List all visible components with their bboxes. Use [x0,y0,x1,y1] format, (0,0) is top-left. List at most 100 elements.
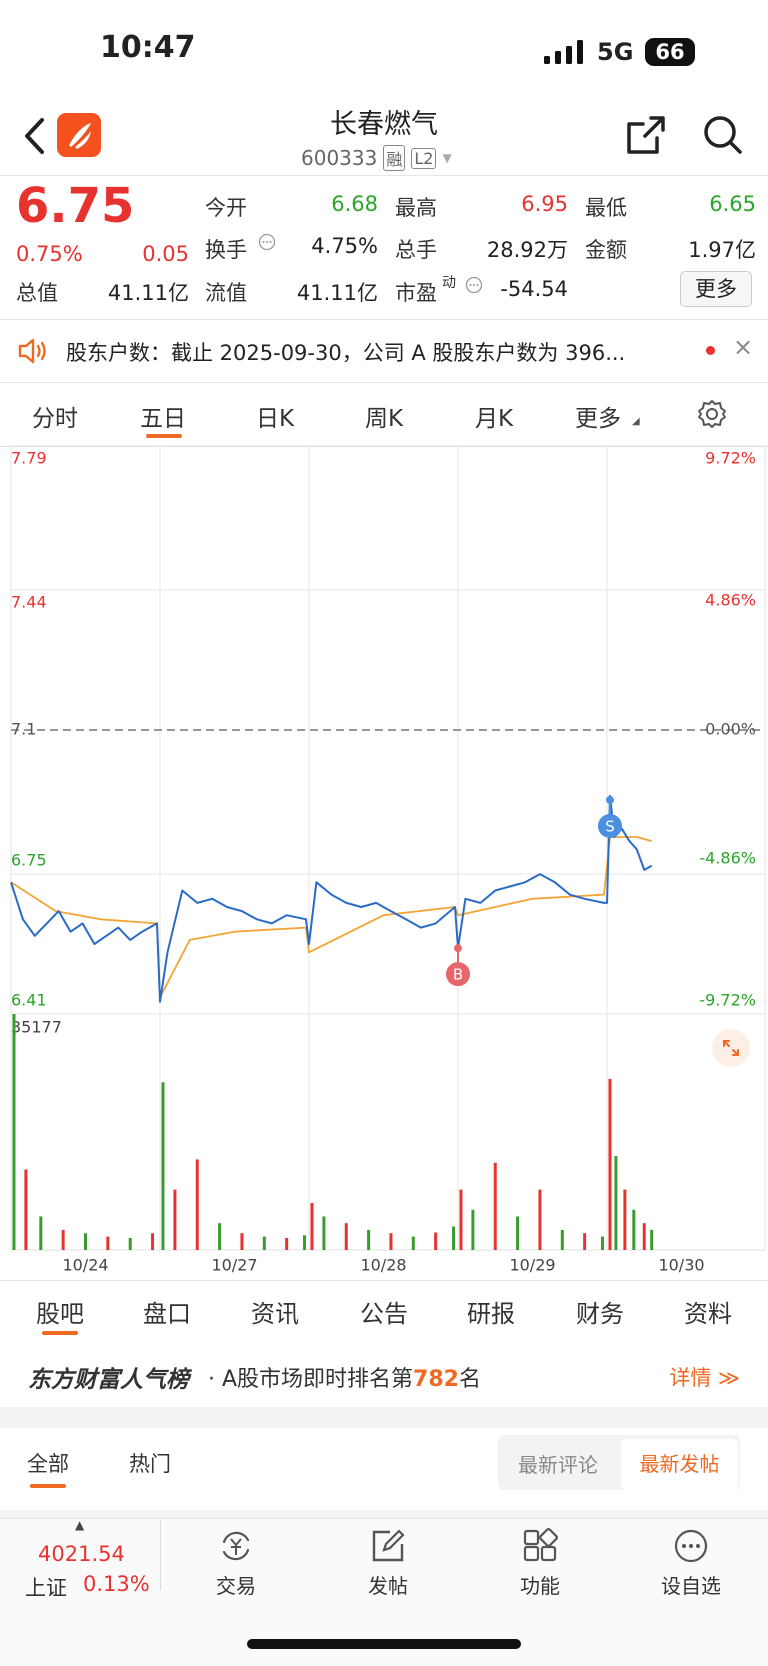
y2-tick-label: 0.00% [705,720,756,739]
spacer [0,1407,768,1428]
chart-tab[interactable]: 月K [474,406,514,432]
volume-bar [642,1223,646,1250]
divider [0,446,768,447]
watchlist-icon[interactable] [673,1528,709,1564]
stat-value: -54.54 [500,277,568,301]
x-tick-label: 10/27 [211,1256,257,1275]
status-time: 10:47 [100,30,196,65]
index-value[interactable]: 4021.54 [38,1542,125,1566]
y-tick-label: 7.79 [11,449,47,468]
nav-label[interactable]: 交易 [216,1574,256,1598]
sort-option[interactable]: 最新评论 [518,1453,598,1477]
volume-bar [106,1236,110,1250]
details-link[interactable]: 详情 ≫ [669,1366,740,1390]
volume-bar [303,1235,307,1250]
x-tick-label: 10/30 [658,1256,704,1275]
chart-tab[interactable]: 周K [364,406,404,432]
index-name[interactable]: 上证 [25,1576,67,1600]
volume-bar [650,1229,654,1250]
y-tick-label: 7.44 [11,593,47,612]
x-tick-label: 10/28 [360,1256,406,1275]
stat-label: 金额 [585,238,627,262]
close-button[interactable]: × [733,333,754,361]
nav-label[interactable]: 设自选 [661,1574,721,1598]
y-tick-label: 6.41 [11,991,47,1010]
dropdown-icon[interactable]: ▼ [442,151,452,165]
tab-indicator [146,434,182,438]
info-icon[interactable] [258,233,276,251]
volume-bar [632,1209,636,1250]
volume-bar [285,1237,289,1250]
volume-bar [218,1223,222,1250]
volume-bar [623,1189,627,1250]
ranking-text: · A股市场即时排名第782名 [208,1361,481,1393]
change: 0.05 [142,242,189,266]
stat-sup: 动 [442,275,456,291]
volume-bar [493,1162,497,1250]
y2-tick-label: 4.86% [705,591,756,610]
section-tab[interactable]: 研报 [467,1300,515,1328]
functions-icon[interactable] [522,1528,558,1564]
home-indicator [247,1639,521,1649]
volume-bar [173,1189,177,1250]
settings-button[interactable] [697,399,727,429]
stat-label: 流值 [205,281,247,305]
post-icon[interactable] [370,1528,406,1564]
price: 6.75 [16,178,135,234]
nav-label[interactable]: 功能 [520,1574,560,1598]
volume-bar [262,1236,266,1250]
tab-indicator [42,1331,78,1335]
feed-tab[interactable]: 热门 [129,1452,171,1476]
trade-marker [605,795,614,804]
volume-bar [39,1216,43,1250]
info-icon[interactable] [465,276,483,294]
up-arrow: ▲ [75,1518,85,1532]
back-button[interactable] [22,116,48,156]
sort-option[interactable]: 最新发帖 [621,1439,738,1490]
stat-label: 市盈 [395,281,437,305]
volume-bar [161,1082,165,1250]
share-button[interactable] [625,114,667,156]
volume-bar [560,1229,564,1250]
y-tick-label: 6.75 [11,851,47,870]
volume-bar [459,1189,463,1250]
network: 5G [597,38,634,66]
index-change[interactable]: 0.13% [83,1572,150,1596]
app-logo [57,113,101,157]
divider [0,382,768,383]
section-tab[interactable]: 资讯 [251,1300,299,1328]
notice-text[interactable]: 股东户数：截止 2025-09-30，公司 A 股股东户数为 396... [66,341,626,365]
price-line [10,836,652,999]
divider [0,1280,768,1281]
expand-button[interactable] [711,1028,751,1068]
chart-tab[interactable]: 分时 [32,406,78,432]
battery: 66 [645,38,695,66]
volume-bar [310,1203,314,1250]
search-button[interactable] [702,114,744,156]
stock-name: 长春燃气 [330,109,438,140]
chart-tab[interactable]: 五日 [140,406,186,432]
section-tab[interactable]: 公告 [360,1300,408,1328]
volume-bar [84,1233,87,1250]
trade-icon[interactable] [218,1528,254,1564]
volume-bar [434,1232,438,1250]
more-button[interactable]: 更多 [680,271,752,307]
section-tab[interactable]: 股吧 [36,1300,84,1328]
volume-bar [389,1233,393,1250]
divider [0,175,768,176]
volume-bar [240,1233,244,1250]
section-tab[interactable]: 财务 [576,1300,624,1328]
section-tab[interactable]: 盘口 [143,1300,191,1328]
stat-label: 最低 [585,196,627,220]
chart-tab[interactable]: 日K [255,406,295,432]
dropdown-icon: ◢ [632,416,640,427]
section-tab[interactable]: 资料 [684,1300,732,1328]
feed-tab[interactable]: 全部 [27,1452,69,1476]
nav-label[interactable]: 发帖 [368,1574,408,1598]
chart-tab[interactable]: 更多 [575,406,621,432]
x-tick-label: 10/29 [509,1256,555,1275]
volume-bar [608,1078,612,1250]
volume-bar [471,1209,475,1250]
volume-bar [411,1236,415,1250]
